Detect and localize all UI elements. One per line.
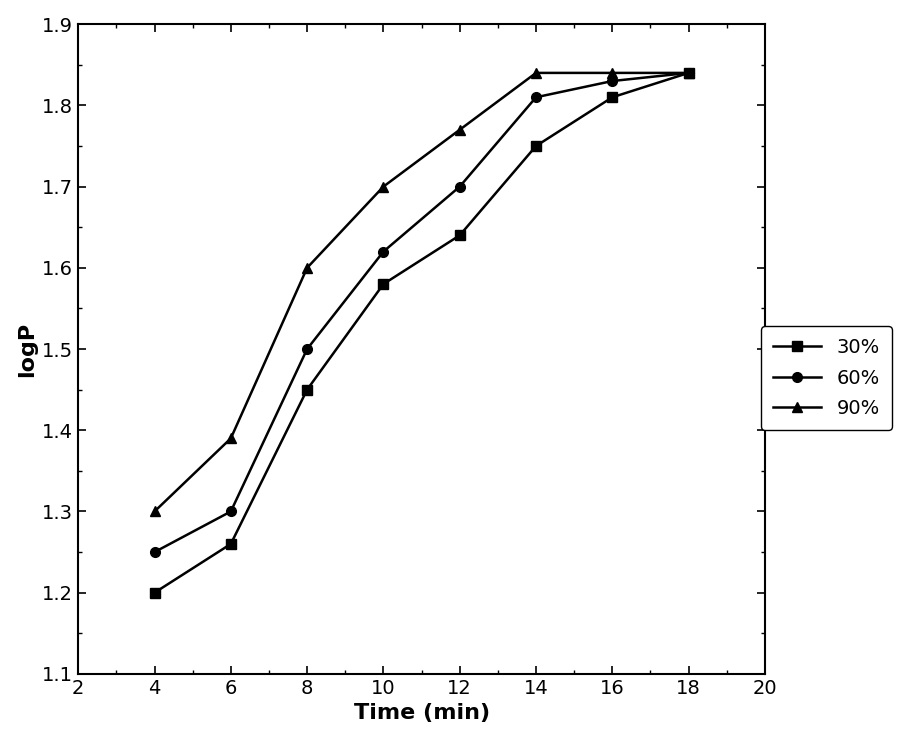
60% xyxy=(607,76,617,85)
60% xyxy=(454,182,465,191)
60% xyxy=(225,507,236,516)
60% xyxy=(530,92,541,101)
90% xyxy=(683,69,694,78)
90% xyxy=(149,507,160,516)
90% xyxy=(607,69,617,78)
90% xyxy=(225,434,236,443)
X-axis label: Time (min): Time (min) xyxy=(353,703,489,723)
90% xyxy=(301,263,312,272)
90% xyxy=(454,125,465,134)
90% xyxy=(378,182,389,191)
60% xyxy=(149,548,160,556)
Line: 90%: 90% xyxy=(150,68,694,517)
30% xyxy=(378,280,389,289)
Y-axis label: logP: logP xyxy=(16,321,36,377)
30% xyxy=(149,588,160,597)
Line: 30%: 30% xyxy=(150,68,694,598)
30% xyxy=(225,539,236,548)
90% xyxy=(530,69,541,78)
30% xyxy=(530,141,541,150)
60% xyxy=(378,247,389,256)
30% xyxy=(301,386,312,394)
30% xyxy=(454,231,465,240)
60% xyxy=(301,345,312,354)
30% xyxy=(683,69,694,78)
Legend: 30%, 60%, 90%: 30%, 60%, 90% xyxy=(761,326,892,430)
Line: 60%: 60% xyxy=(150,68,694,557)
60% xyxy=(683,69,694,78)
30% xyxy=(607,92,617,101)
